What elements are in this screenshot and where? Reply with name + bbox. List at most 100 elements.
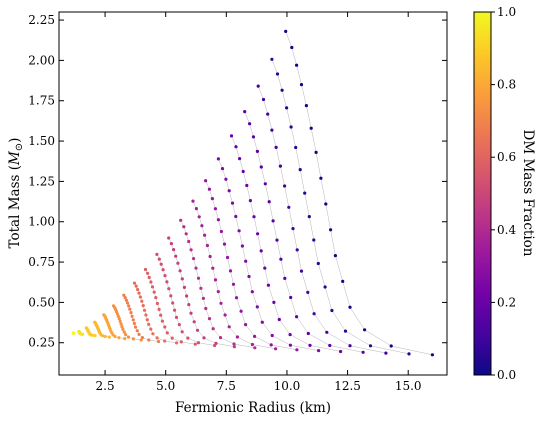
data-point xyxy=(241,169,245,174)
data-point xyxy=(283,184,287,188)
data-point xyxy=(117,336,121,340)
data-point xyxy=(278,164,282,168)
data-point xyxy=(266,283,270,287)
y-tick-label: 1.75 xyxy=(28,94,55,108)
data-point xyxy=(173,308,177,312)
data-point xyxy=(234,296,239,300)
data-point xyxy=(324,202,328,206)
connector-line xyxy=(192,200,276,350)
data-point xyxy=(230,201,235,205)
data-point xyxy=(141,304,145,308)
data-point xyxy=(140,336,144,340)
data-point xyxy=(234,214,238,219)
y-axis-label: Total Mass (M⊙) xyxy=(7,138,25,249)
data-point xyxy=(407,352,411,356)
connector-line xyxy=(231,135,341,352)
data-point xyxy=(256,84,260,88)
x-tick-label: 12.5 xyxy=(334,379,361,393)
x-tick-label: 2.5 xyxy=(96,379,115,393)
data-point xyxy=(255,149,259,153)
data-point xyxy=(189,311,193,315)
data-point xyxy=(238,157,242,161)
sun-symbol: ⊙ xyxy=(14,143,25,151)
x-axis-label: Fermionic Radius (km) xyxy=(175,400,331,416)
data-point xyxy=(271,219,275,223)
data-point xyxy=(143,267,148,272)
data-point xyxy=(325,330,329,334)
data-point xyxy=(277,317,281,322)
data-point xyxy=(93,334,97,338)
data-point xyxy=(255,305,259,309)
colorbar-tick-label: 1.0 xyxy=(497,5,516,19)
data-point xyxy=(199,286,203,290)
colorbar-tick-label: 0.6 xyxy=(497,150,516,164)
data-point xyxy=(314,150,318,154)
data-point xyxy=(170,336,174,340)
data-point xyxy=(363,328,367,332)
data-point xyxy=(134,284,138,288)
data-point xyxy=(243,110,247,114)
data-point xyxy=(100,334,105,338)
colorbar-tick-label: 0.4 xyxy=(497,223,516,237)
data-point xyxy=(287,205,291,209)
data-point xyxy=(132,321,136,326)
data-point xyxy=(138,295,142,299)
data-point xyxy=(207,317,212,321)
data-point xyxy=(163,339,167,343)
data-point xyxy=(140,299,144,303)
connector-line xyxy=(145,269,196,345)
colorbar-axis: 0.0 0.2 0.4 0.6 0.8 1.0 xyxy=(491,5,516,382)
data-point xyxy=(213,278,218,282)
data-point xyxy=(194,266,198,270)
data-point xyxy=(176,261,180,265)
data-point xyxy=(389,344,393,348)
data-point xyxy=(172,248,176,252)
data-point xyxy=(193,342,197,346)
data-point xyxy=(285,106,289,110)
data-point xyxy=(204,306,208,311)
data-point xyxy=(210,197,214,201)
data-point xyxy=(229,134,234,138)
connector-line xyxy=(271,59,410,355)
data-point xyxy=(207,187,211,191)
data-point xyxy=(270,128,274,132)
data-point xyxy=(147,338,151,342)
data-point xyxy=(211,327,215,331)
data-point xyxy=(117,317,121,321)
data-point xyxy=(81,332,85,336)
data-point xyxy=(219,229,223,234)
data-point xyxy=(119,322,123,326)
data-point xyxy=(250,290,254,294)
data-point xyxy=(263,266,267,270)
data-point xyxy=(267,200,271,204)
data-point xyxy=(307,215,311,219)
data-point xyxy=(149,327,153,331)
data-point xyxy=(156,339,161,344)
data-point xyxy=(303,191,307,195)
connector-line xyxy=(168,237,235,347)
data-point xyxy=(174,315,179,319)
data-point xyxy=(147,322,151,326)
data-point xyxy=(239,309,243,313)
y-tick-label: 2.00 xyxy=(28,53,55,67)
y-tick-label: 1.50 xyxy=(28,134,55,148)
colorbar-tick-label: 0.8 xyxy=(497,78,516,92)
plot-frame xyxy=(58,11,448,376)
data-point xyxy=(341,279,345,283)
connector-line xyxy=(257,86,386,354)
data-point xyxy=(128,307,132,311)
data-point xyxy=(179,218,183,222)
data-point xyxy=(126,335,130,339)
data-point xyxy=(103,334,107,339)
data-point xyxy=(232,345,236,349)
data-point xyxy=(131,337,135,341)
data-point xyxy=(274,347,278,351)
connector-line xyxy=(205,180,297,351)
data-point xyxy=(123,337,127,341)
data-point xyxy=(245,183,249,188)
data-point xyxy=(200,224,204,228)
data-point xyxy=(163,325,167,329)
data-point xyxy=(179,340,183,344)
colorbar xyxy=(473,11,492,376)
